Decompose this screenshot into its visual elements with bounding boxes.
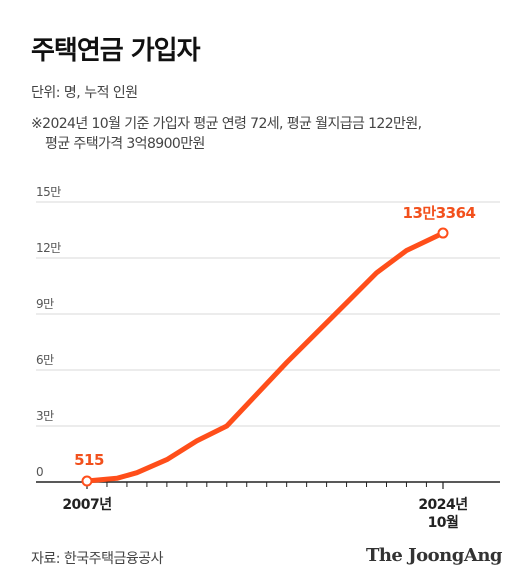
footnote-line-1: ※2024년 10월 기준 가입자 평균 연령 72세, 평균 월지급금 122…: [31, 116, 422, 132]
publisher-logo: The JoongAng: [365, 545, 503, 566]
y-tick-label: 15만: [36, 185, 61, 199]
footnote: ※2024년 10월 기준 가입자 평균 연령 72세, 평균 월지급금 122…: [31, 114, 501, 154]
y-tick-label: 9만: [36, 297, 54, 311]
y-tick-label: 12만: [36, 241, 61, 255]
source-credit: 자료: 한국주택금융공사: [31, 551, 163, 567]
data-label: 515: [74, 451, 104, 469]
unit-note: 단위: 명, 누적 인원: [31, 85, 138, 101]
data-label: 13만3364: [403, 204, 476, 222]
data-point-marker: [437, 227, 449, 239]
chart-title: 주택연금 가입자: [31, 36, 200, 66]
x-label-end-month: 10월: [428, 514, 459, 531]
x-label-end-year: 2024년: [418, 497, 467, 513]
x-label-start: 2007년: [62, 497, 111, 513]
data-point-marker: [81, 475, 93, 487]
y-tick-label: 0: [36, 465, 43, 479]
footnote-line-2: 평균 주택가격 3억8900만원: [45, 136, 205, 152]
y-tick-label: 6만: [36, 353, 54, 367]
y-tick-label: 3만: [36, 409, 54, 423]
series-line: [84, 230, 446, 484]
